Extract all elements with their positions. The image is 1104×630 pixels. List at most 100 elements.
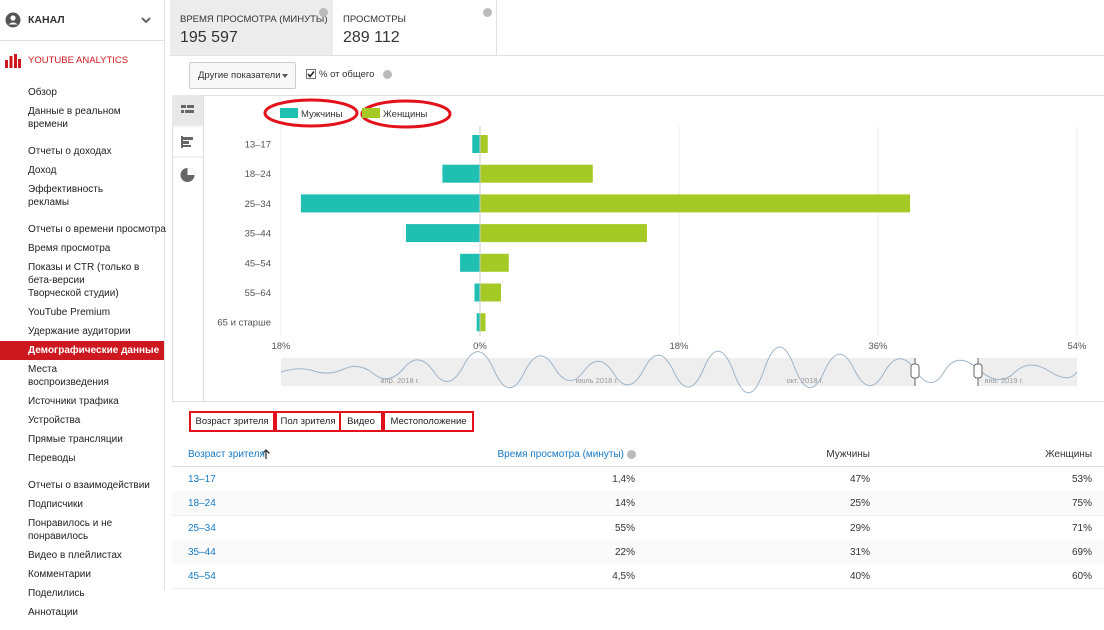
bar [460, 253, 480, 272]
bar [405, 224, 480, 243]
nav-item[interactable]: Удержание аудитории [28, 326, 131, 337]
timeline-sparkline [280, 346, 1078, 394]
sidebar: КАНАЛ YOUTUBE ANALYTICS Обзор Данные в ре… [0, 0, 166, 618]
y-tick-label: 65 и старше [217, 318, 271, 329]
nav-list: Обзор Данные в реальном времени Отчеты о д… [0, 83, 166, 630]
sort-arrow[interactable] [261, 449, 271, 460]
table-cell: 47% [849, 474, 870, 485]
table-cell: 53% [1071, 474, 1092, 485]
tab[interactable]: Видео [339, 411, 383, 432]
view-icons[interactable] [172, 95, 203, 191]
analytics-icon [5, 54, 21, 68]
nav-item[interactable]: Эффективность рекламы [28, 184, 104, 208]
nav-item[interactable]: Отчеты о времени просмотра [28, 224, 166, 235]
nav-item[interactable]: Поделились [28, 588, 85, 599]
chart-panel [172, 95, 1104, 402]
table-row [172, 539, 1104, 565]
help-icon[interactable] [319, 8, 328, 17]
nav-item[interactable]: YouTube Premium [28, 307, 111, 318]
column-header[interactable]: Возраст зрителя [188, 449, 265, 460]
x-tick-label: 36% [868, 341, 888, 352]
checkbox-label: % от общего [319, 69, 375, 80]
nav-item[interactable]: Показы и CTR (только в бета-версии Творч… [28, 262, 140, 299]
tab[interactable]: Местоположение [383, 411, 474, 432]
metric-card[interactable]: ПРОСМОТРЫ 289 112 [333, 0, 497, 55]
metric-value: 195 597 [180, 29, 238, 46]
table-cell: 29% [849, 522, 870, 534]
table-cell: 14% [614, 498, 635, 510]
nav-item[interactable]: Источники трафика [28, 396, 119, 407]
channel-label[interactable]: КАНАЛ [28, 14, 65, 26]
table-cell: 55% [614, 522, 635, 534]
nav-item[interactable]: Аннотации [28, 607, 78, 618]
nav-item[interactable]: Устройства [28, 415, 81, 426]
row-link[interactable]: 18–24 [188, 498, 216, 510]
table-cell: 31% [849, 546, 870, 558]
bar [476, 313, 480, 332]
y-tick-label: 55–64 [245, 288, 271, 299]
nav-group: Отчеты о взаимодействии Подписчики Понрави… [0, 476, 164, 622]
nav-item[interactable]: Видео в плейлистах [28, 550, 122, 561]
table-header [172, 444, 1104, 467]
row-link[interactable]: 25–34 [188, 522, 216, 534]
table-row [172, 467, 1104, 492]
timeline-label: июль 2018 г. [576, 376, 619, 385]
legend-label[interactable]: Женщины [383, 109, 428, 120]
timeline-handle[interactable] [910, 363, 920, 379]
nav-item[interactable]: Комментарии [28, 569, 91, 580]
x-tick-label: 0% [473, 341, 487, 352]
help-icon[interactable] [627, 450, 636, 459]
column-header[interactable]: Женщины [1045, 449, 1092, 460]
table-row [172, 564, 1104, 590]
y-tick-label: 35–44 [245, 229, 271, 240]
nav-item[interactable]: Доход [28, 165, 57, 176]
legend-label[interactable]: Мужчины [301, 109, 343, 120]
table-cell: 25% [849, 498, 870, 510]
x-tick-label: 18% [271, 341, 291, 352]
table-cell: 40% [849, 571, 870, 583]
legend-swatch [362, 108, 380, 118]
tab[interactable]: Пол зрителя [275, 411, 341, 432]
divider [0, 40, 164, 41]
nav-item[interactable]: Отчеты о доходах [28, 146, 112, 157]
table-cell: 1,4% [612, 474, 635, 485]
bar [480, 224, 647, 243]
y-tick-label: 13–17 [245, 140, 271, 151]
table-cell: 4,5% [612, 571, 635, 583]
dropdown-arrow [282, 74, 288, 78]
analytics-label[interactable]: YOUTUBE ANALYTICS [28, 55, 129, 66]
row-link[interactable]: 13–17 [188, 474, 216, 485]
nav-item[interactable]: Демографические данные [0, 341, 164, 360]
timeline-handle[interactable] [973, 363, 983, 379]
x-tick-label: 18% [669, 341, 689, 352]
nav-item[interactable]: Переводы [28, 453, 76, 464]
help-icon[interactable] [483, 8, 492, 17]
nav-item[interactable]: Понравилось и не понравилось [28, 518, 113, 542]
help-icon[interactable] [383, 70, 392, 79]
column-header[interactable]: Мужчины [826, 449, 870, 460]
bar [480, 283, 502, 302]
nav-item[interactable]: Места воспроизведения [28, 364, 109, 388]
table-cell: 75% [1071, 498, 1092, 510]
checkbox[interactable] [306, 69, 316, 79]
nav-item[interactable]: Данные в реальном времени [28, 106, 121, 130]
bar [480, 253, 509, 272]
chevron[interactable] [140, 15, 152, 25]
nav-item[interactable]: Прямые трансляции [28, 434, 123, 445]
nav-item[interactable]: Подписчики [28, 499, 84, 510]
metric-card[interactable]: ВРЕМЯ ПРОСМОТРА (МИНУТЫ) 195 597 [170, 0, 333, 55]
bar [480, 135, 488, 153]
timeline-label: янв. 2019 г. [984, 376, 1023, 385]
table-cell: 69% [1071, 546, 1092, 558]
chart: 18% 0% 18% 36% 54% Мужчины Женщины 13–17 18–24 25… [217, 98, 1087, 394]
highlight-ellipse [263, 98, 359, 128]
row-link[interactable]: 35–44 [188, 546, 216, 558]
nav-item[interactable]: Отчеты о взаимодействии [28, 480, 150, 491]
metrics-dropdown[interactable]: Другие показатели [189, 62, 296, 89]
column-header[interactable]: Время просмотра (минуты) [497, 449, 624, 460]
nav-item[interactable]: Обзор [28, 87, 57, 98]
metric-label: ПРОСМОТРЫ [343, 14, 406, 25]
tab[interactable]: Возраст зрителя [189, 411, 275, 432]
row-link[interactable]: 45–54 [188, 571, 216, 583]
nav-item[interactable]: Время просмотра [28, 243, 111, 254]
